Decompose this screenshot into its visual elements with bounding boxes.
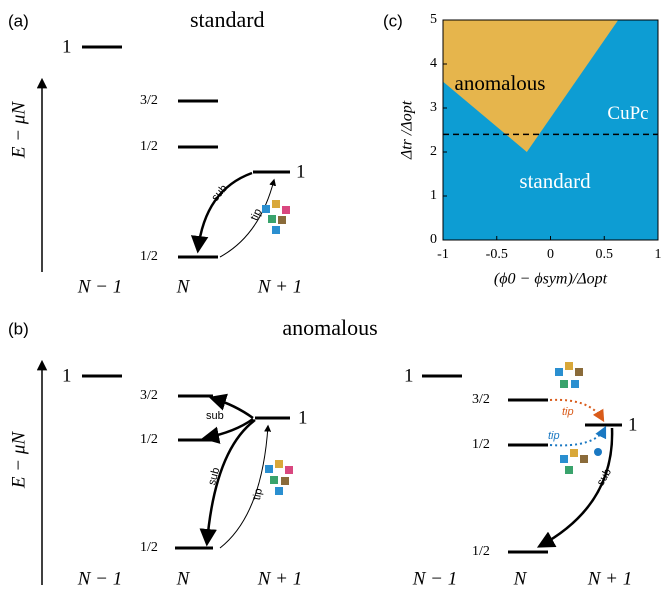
level-label: 1 (404, 365, 414, 386)
column-label: N + 1 (257, 276, 303, 297)
panel-label: (b) (8, 319, 29, 338)
panel-label: (c) (383, 11, 403, 30)
y-tick-label: 4 (430, 56, 437, 71)
column-label: N + 1 (587, 568, 633, 589)
axis-label: E − μN (8, 431, 29, 489)
arrow-label: tip (248, 207, 264, 223)
level-label: 1/2 (140, 540, 158, 555)
region-label: anomalous (455, 71, 546, 95)
panel-a: (a) standard E − μN 1 3/2 1/2 1 1/2 sub … (8, 7, 306, 297)
arrow-label: sub (206, 466, 222, 486)
molecule-icon (555, 362, 602, 474)
arrow (550, 400, 603, 420)
x-tick-label: -0.5 (486, 247, 508, 262)
level-label: 1 (62, 36, 72, 57)
y-tick-label: 3 (430, 100, 437, 115)
axis-label: E − μN (8, 101, 29, 159)
column-label: N (176, 276, 191, 297)
level-label: 3/2 (472, 392, 490, 407)
level-label: 1/2 (472, 437, 490, 452)
arrow (220, 426, 268, 548)
y-axis-label: Δtr /Δopt (399, 100, 416, 160)
level-label: 1/2 (140, 432, 158, 447)
arrow-label: tip (251, 487, 265, 501)
molecule-icon (262, 200, 290, 234)
panel-label: (a) (8, 11, 29, 30)
figure: (a) standard E − μN 1 3/2 1/2 1 1/2 sub … (0, 0, 663, 591)
x-tick-label: 1 (655, 247, 662, 262)
arrow-label: sub (206, 410, 224, 422)
y-tick-label: 1 (430, 188, 437, 203)
column-label: N − 1 (77, 568, 123, 589)
level-label: 1 (298, 407, 308, 428)
panel-title: standard (190, 7, 265, 32)
column-label: N − 1 (77, 276, 123, 297)
region-label: CuPc (607, 103, 648, 124)
molecule-icon (265, 460, 293, 495)
arrow-label: sub (595, 467, 614, 488)
y-tick-label: 0 (430, 232, 437, 247)
panel-c: (c) CuPc anomalous standard -1 -0.5 0 0.5 1 0 1 2 3… (383, 11, 662, 287)
x-tick-label: 0.5 (596, 247, 614, 262)
level-label: 3/2 (140, 93, 158, 108)
panel-title: anomalous (282, 315, 377, 340)
level-label: 1 (628, 414, 638, 435)
level-label: 1/2 (472, 544, 490, 559)
arrow-label: tip (548, 430, 560, 442)
x-tick-label: -1 (437, 247, 449, 262)
column-label: N − 1 (412, 568, 458, 589)
level-label: 1/2 (140, 139, 158, 154)
x-tick-label: 0 (547, 247, 554, 262)
arrow-label: sub (209, 182, 230, 203)
x-axis-label: (ϕ0 − ϕsym)/Δopt (494, 271, 608, 288)
column-label: N + 1 (257, 568, 303, 589)
level-label: 1/2 (140, 249, 158, 264)
y-tick-label: 2 (430, 144, 437, 159)
y-tick-label: 5 (430, 12, 437, 27)
column-label: N (176, 568, 191, 589)
panel-b: (b) anomalous E − μN 1 3/2 1/2 1 1/2 sub… (8, 315, 638, 589)
column-label: N (513, 568, 528, 589)
level-label: 3/2 (140, 388, 158, 403)
region-label: standard (519, 169, 591, 193)
level-label: 1 (296, 161, 306, 182)
level-label: 1 (62, 365, 72, 386)
arrow-label: tip (562, 406, 574, 418)
